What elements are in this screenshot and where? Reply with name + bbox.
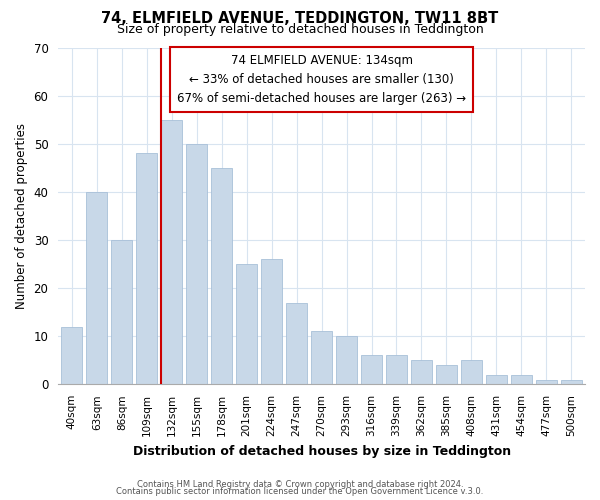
Bar xyxy=(161,120,182,384)
Text: Contains public sector information licensed under the Open Government Licence v.: Contains public sector information licen… xyxy=(116,488,484,496)
Text: 74 ELMFIELD AVENUE: 134sqm
← 33% of detached houses are smaller (130)
67% of sem: 74 ELMFIELD AVENUE: 134sqm ← 33% of deta… xyxy=(177,54,466,105)
Text: Contains HM Land Registry data © Crown copyright and database right 2024.: Contains HM Land Registry data © Crown c… xyxy=(137,480,463,489)
Bar xyxy=(361,356,382,384)
X-axis label: Distribution of detached houses by size in Teddington: Distribution of detached houses by size … xyxy=(133,444,511,458)
Bar xyxy=(61,326,82,384)
Bar xyxy=(261,259,282,384)
Bar xyxy=(286,302,307,384)
Bar xyxy=(186,144,208,384)
Bar xyxy=(211,168,232,384)
Bar xyxy=(86,192,107,384)
Bar xyxy=(511,374,532,384)
Bar xyxy=(111,240,133,384)
Bar xyxy=(336,336,357,384)
Y-axis label: Number of detached properties: Number of detached properties xyxy=(15,123,28,309)
Bar xyxy=(386,356,407,384)
Bar xyxy=(236,264,257,384)
Bar xyxy=(536,380,557,384)
Bar xyxy=(411,360,432,384)
Text: 74, ELMFIELD AVENUE, TEDDINGTON, TW11 8BT: 74, ELMFIELD AVENUE, TEDDINGTON, TW11 8B… xyxy=(101,11,499,26)
Bar xyxy=(136,154,157,384)
Bar xyxy=(486,374,507,384)
Bar xyxy=(436,365,457,384)
Bar xyxy=(311,332,332,384)
Bar xyxy=(461,360,482,384)
Text: Size of property relative to detached houses in Teddington: Size of property relative to detached ho… xyxy=(116,22,484,36)
Bar xyxy=(560,380,582,384)
